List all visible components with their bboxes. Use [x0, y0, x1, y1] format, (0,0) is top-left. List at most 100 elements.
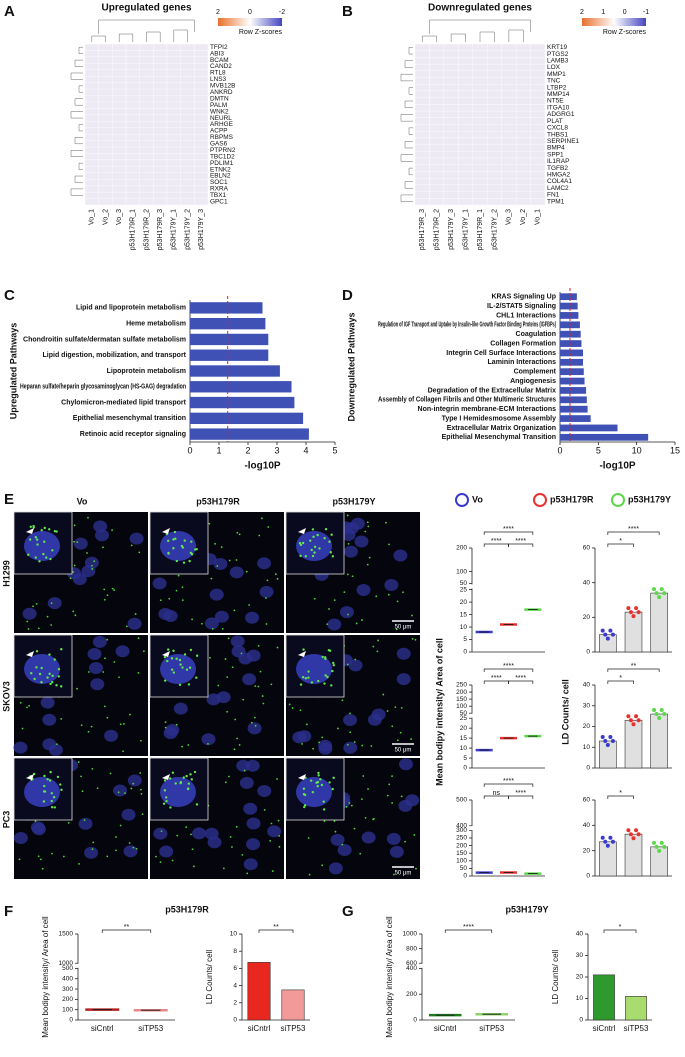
heatmap-cell [180, 179, 195, 186]
lipid-droplet [92, 841, 95, 844]
heatmap-cell [194, 56, 209, 64]
y-tick-label: 15 [460, 735, 468, 742]
row-label: MVB12B [210, 83, 235, 90]
inset-droplet [167, 648, 170, 651]
heatmap-cell [84, 108, 99, 115]
heatmap-cell [472, 198, 488, 206]
column-label: Vo_1 [535, 209, 542, 225]
heatmap-cell [153, 95, 168, 103]
nucleus [398, 758, 413, 771]
y-tick-label: 2 [233, 1000, 237, 1007]
inset-droplet [183, 539, 186, 542]
y-tick-label: 150 [456, 850, 467, 857]
point-decor [626, 828, 631, 833]
inset-droplet [321, 655, 324, 659]
lipid-droplet [341, 843, 344, 846]
nucleus [267, 825, 282, 838]
inset-droplet [53, 529, 57, 533]
heatmap-cell [429, 137, 445, 145]
significance-label: * [619, 675, 622, 682]
heatmap-cell [501, 50, 517, 58]
heatmap-cell [414, 184, 430, 192]
heatmap-cell [530, 157, 546, 165]
lipid-droplet [388, 783, 391, 786]
nucleus [214, 610, 229, 623]
lipid-droplet [366, 563, 369, 566]
point-decor [636, 718, 641, 723]
heatmap-cell [472, 131, 488, 139]
heatmap-cell [139, 108, 154, 115]
legend-label: p53H179R [550, 494, 594, 504]
inset-droplet [195, 676, 198, 679]
significance-bracket [607, 543, 634, 547]
nucleus [386, 832, 401, 845]
heatmap-cell [139, 95, 154, 103]
inset-droplet [51, 549, 54, 552]
lipid-droplet [72, 571, 74, 573]
heatmap-cell [429, 191, 445, 199]
nucleus [204, 617, 219, 630]
heatmap-cell [166, 108, 181, 115]
lipid-droplet [318, 741, 321, 744]
inset-droplet [316, 784, 319, 788]
y-tick-label: 300 [456, 827, 467, 834]
lipid-droplet [234, 718, 237, 721]
inset-droplet [163, 679, 167, 682]
heatmap-cell [166, 134, 181, 141]
inset-droplet [332, 776, 335, 780]
bar [593, 974, 615, 1021]
inset-droplet [324, 656, 327, 659]
lipid-droplet [83, 819, 86, 822]
lipid-droplet [160, 830, 163, 833]
nucleus [94, 529, 109, 542]
heatmap-cell [501, 157, 517, 165]
heatmap-cell [487, 110, 502, 118]
lipid-droplet [87, 516, 89, 519]
inset-droplet [45, 556, 48, 559]
heatmap-cell [194, 95, 209, 103]
nucleus [92, 635, 107, 648]
heatmap-cell [487, 184, 502, 192]
heatmap-cell [84, 56, 99, 64]
significance-label: **** [491, 675, 502, 682]
lipid-droplet [333, 820, 336, 822]
inset [149, 634, 209, 698]
row-label: BCAM [210, 57, 229, 64]
inset-droplet [57, 675, 61, 678]
lipid-droplet [72, 610, 75, 613]
heatmap-cell [112, 101, 127, 109]
heatmap-cell [139, 43, 154, 51]
inset-droplet [298, 541, 302, 545]
heatmap-cell [429, 198, 445, 206]
row-label: KRT19 [547, 44, 567, 51]
heatmap-cell [112, 108, 127, 115]
inset-droplet [310, 548, 313, 552]
heatmap-cell [125, 127, 140, 135]
heatmap-cell [458, 63, 473, 71]
heatmap-cell [429, 124, 445, 132]
lipid-droplet [181, 599, 184, 601]
inset-droplet [313, 545, 317, 549]
row-label: SPP1 [547, 151, 564, 158]
heatmap-cell [194, 185, 209, 193]
heatmap-cell [84, 76, 99, 83]
heatmap-cell [125, 101, 140, 109]
y-tick-label: 0 [586, 649, 590, 656]
inset-droplet [172, 538, 175, 541]
lipid-droplet [414, 638, 417, 641]
heatmap-cell [443, 84, 459, 92]
point-decor [631, 836, 636, 841]
lipid-droplet [138, 551, 141, 554]
inset-droplet [309, 779, 313, 782]
lipid-droplet [102, 671, 105, 673]
y-tick-label: 20 [583, 723, 591, 730]
lipid-droplet [321, 864, 324, 867]
heatmap-cell [98, 43, 113, 51]
dendrogram [400, 114, 413, 122]
x-tick-label: 10 [632, 445, 642, 455]
axis-break [74, 963, 82, 968]
lipid-droplet [208, 522, 211, 525]
heatmap-cell [458, 157, 473, 165]
nucleus [90, 678, 105, 691]
lipid-droplet [265, 597, 267, 599]
